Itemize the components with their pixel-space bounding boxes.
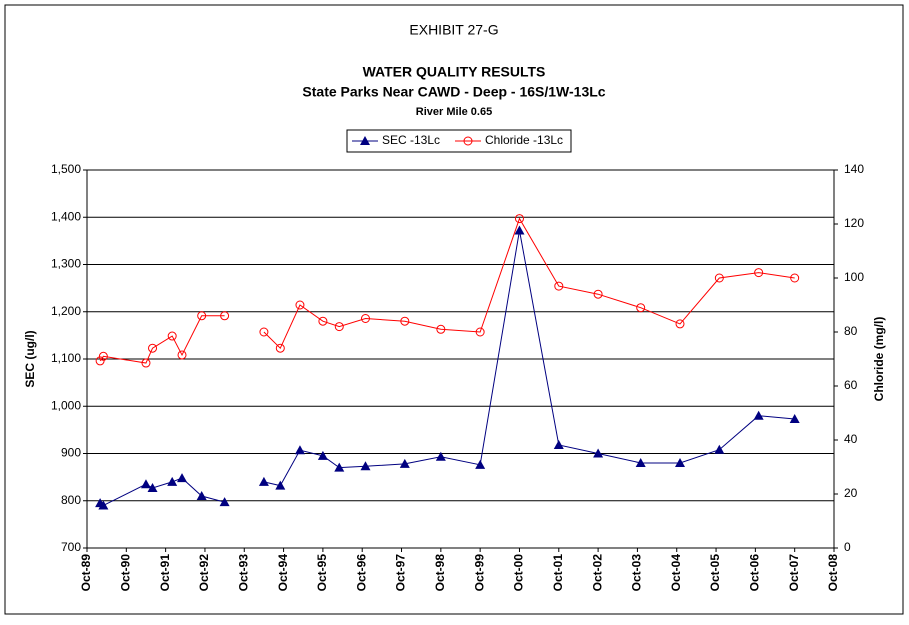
data-point — [514, 214, 524, 224]
data-point — [258, 476, 269, 486]
data-point — [148, 343, 158, 353]
data-point — [334, 322, 344, 332]
data-point — [789, 414, 800, 424]
y-tick-label: 1,300 — [51, 257, 81, 271]
y-tick-label: 1,400 — [51, 209, 81, 223]
data-point — [790, 273, 800, 283]
series-line — [99, 217, 795, 364]
x-tick-label: Oct-94 — [276, 554, 290, 592]
data-point — [553, 439, 564, 449]
data-point — [636, 303, 646, 313]
data-point — [400, 316, 410, 326]
data-point — [360, 314, 370, 323]
x-tick-label: Oct-02 — [590, 554, 604, 592]
x-tick-label: Oct-93 — [236, 554, 250, 592]
x-tick-label: Oct-01 — [551, 554, 565, 592]
x-tick-label: Oct-91 — [158, 554, 172, 592]
chart-subtitle: State Parks Near CAWD - Deep - 16S/1W-13… — [302, 84, 605, 100]
y-tick-label: 800 — [61, 493, 81, 507]
plot-frame — [86, 169, 835, 549]
x-tick-label: Oct-05 — [708, 554, 722, 592]
data-point — [147, 482, 158, 492]
data-point — [197, 311, 207, 321]
data-point — [295, 300, 305, 310]
x-tick-label: Oct-92 — [197, 554, 211, 592]
x-tick-label: Oct-99 — [472, 554, 486, 592]
data-point — [275, 343, 285, 353]
data-point — [753, 410, 764, 420]
x-tick-label: Oct-97 — [394, 554, 408, 592]
data-point — [436, 324, 446, 334]
legend-label: SEC -13Lc — [382, 133, 440, 147]
data-point — [754, 268, 764, 278]
data-point — [514, 225, 525, 235]
data-point — [318, 316, 328, 326]
data-point — [334, 462, 345, 472]
data-point — [435, 451, 446, 461]
data-point — [98, 351, 108, 361]
y2-tick-label: 80 — [844, 324, 858, 338]
data-point — [593, 289, 603, 299]
chart-subtitle: WATER QUALITY RESULTS — [363, 64, 546, 80]
chart-title: EXHIBIT 27-G — [409, 22, 498, 38]
x-tick-label: Oct-06 — [748, 554, 762, 592]
data-point — [275, 480, 286, 490]
data-point — [635, 457, 646, 467]
data-point — [317, 450, 328, 460]
data-point — [259, 327, 269, 337]
y-tick-label: 1,000 — [51, 398, 81, 412]
x-tick-label: Oct-04 — [669, 554, 683, 592]
data-point — [98, 500, 109, 510]
data-point — [177, 350, 187, 360]
data-point — [714, 273, 724, 283]
y2-axis-label: Chloride (mg/l) — [872, 317, 886, 402]
data-point — [475, 459, 486, 469]
x-tick-label: Oct-07 — [787, 554, 801, 592]
data-point — [140, 479, 151, 489]
data-point — [675, 457, 686, 467]
data-point — [177, 473, 188, 483]
data-point — [554, 281, 564, 291]
chart-subtitle: River Mile 0.65 — [416, 106, 492, 118]
x-tick-label: Oct-08 — [826, 554, 840, 592]
y-tick-label: 1,200 — [51, 304, 81, 318]
data-point — [220, 311, 230, 321]
data-point — [95, 356, 105, 366]
x-tick-label: Oct-03 — [630, 554, 644, 592]
y-axis-label: SEC (ug/l) — [23, 330, 37, 387]
data-point — [219, 497, 230, 507]
y-tick-label: 900 — [61, 446, 81, 460]
legend-marker — [463, 136, 473, 146]
y2-tick-label: 140 — [844, 162, 864, 176]
data-point — [196, 491, 207, 501]
y2-tick-label: 20 — [844, 486, 858, 500]
legend-label: Chloride -13Lc — [485, 133, 563, 147]
y-tick-label: 1,100 — [51, 351, 81, 365]
data-point — [399, 458, 410, 468]
data-point — [167, 331, 177, 341]
data-point — [360, 461, 371, 471]
legend-marker — [360, 136, 370, 145]
y-tick-label: 700 — [61, 540, 81, 554]
data-point — [141, 358, 151, 368]
y2-tick-label: 0 — [844, 540, 851, 554]
data-point — [714, 444, 725, 454]
x-tick-label: Oct-90 — [118, 554, 132, 592]
y-tick-label: 1,500 — [51, 162, 81, 176]
y2-tick-label: 100 — [844, 270, 864, 284]
data-point — [675, 319, 685, 329]
x-tick-label: Oct-89 — [79, 554, 93, 592]
x-tick-label: Oct-98 — [433, 554, 447, 592]
x-tick-label: Oct-96 — [354, 554, 368, 592]
y2-tick-label: 40 — [844, 432, 858, 446]
y2-tick-label: 60 — [844, 378, 858, 392]
x-tick-label: Oct-95 — [315, 554, 329, 592]
data-point — [167, 476, 178, 486]
x-tick-label: Oct-00 — [512, 554, 526, 592]
data-point — [475, 327, 485, 337]
data-point — [593, 448, 604, 458]
y2-tick-label: 120 — [844, 216, 864, 230]
data-point — [294, 445, 305, 455]
